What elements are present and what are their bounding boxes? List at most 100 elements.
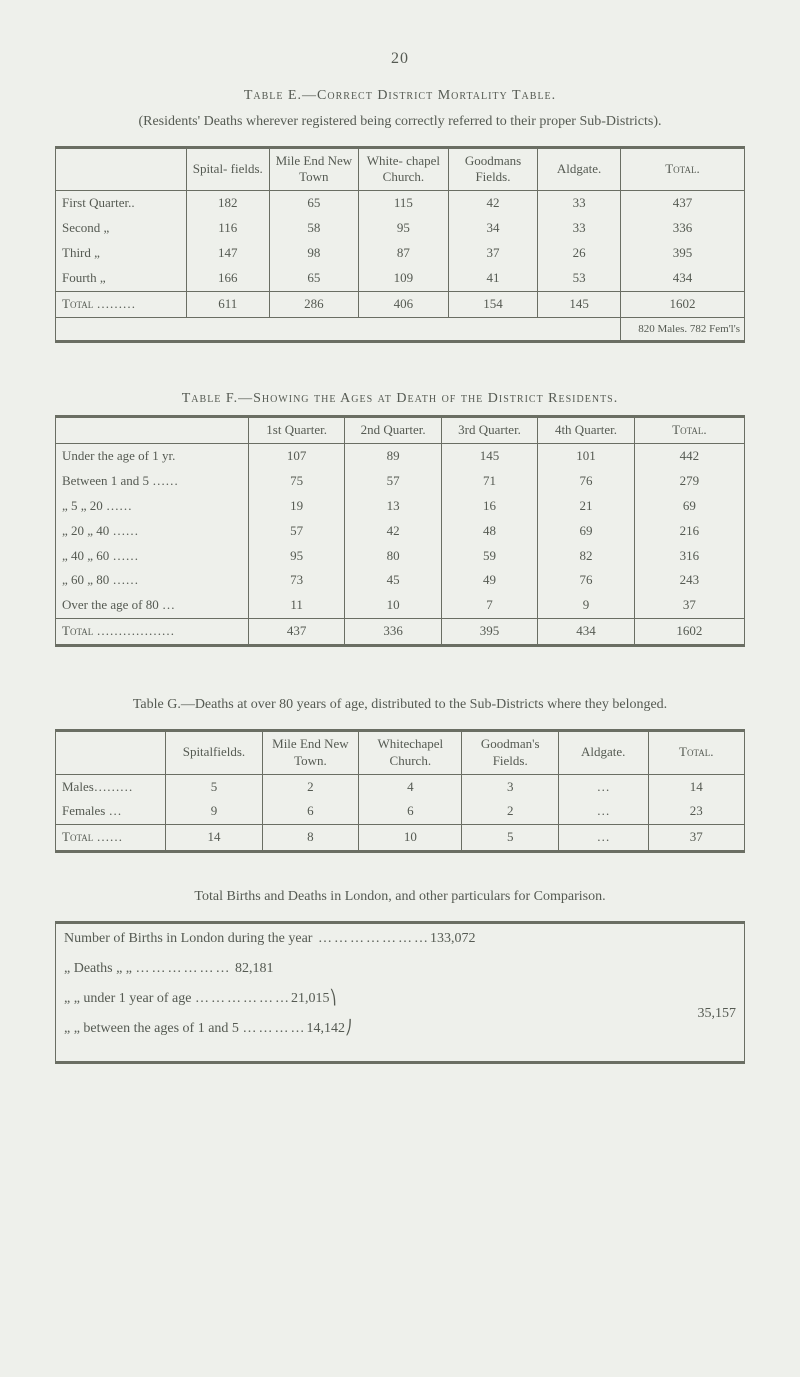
- cell: …: [558, 774, 648, 799]
- cell: 69: [634, 494, 744, 519]
- table-row: First Quarter.. 182 65 115 42 33 437: [56, 191, 745, 216]
- cell: 8: [262, 825, 358, 852]
- cell: 442: [634, 444, 744, 469]
- cell: 42: [448, 191, 538, 216]
- page: 20 Table E.—Correct District Mortality T…: [0, 0, 800, 1377]
- brace-icon: ⎠: [345, 1021, 352, 1036]
- table-row: 1st Quarter. 2nd Quarter. 3rd Quarter. 4…: [56, 417, 745, 444]
- col-header: 4th Quarter.: [538, 417, 634, 444]
- row-label: First Quarter..: [56, 191, 187, 216]
- table-f-title: Table F.—Showing the Ages at Death of th…: [55, 391, 745, 407]
- cell: 145: [441, 444, 537, 469]
- narrative-text: „ „ between the ages of 1 and 5: [64, 1021, 242, 1036]
- narrative-line: „ „ under 1 year of age ………………21,015⎞ 35…: [56, 984, 745, 1014]
- narrative-text: Number of Births in London during the ye…: [64, 931, 312, 946]
- cell: 34: [448, 216, 538, 241]
- row-label: Under the age of 1 yr.: [56, 444, 249, 469]
- cell: 395: [441, 619, 537, 646]
- cell: 53: [538, 266, 621, 291]
- cell: 1602: [620, 291, 744, 317]
- cell: 33: [538, 216, 621, 241]
- table-row: „ 60 „ 80 …… 73 45 49 76 243: [56, 568, 745, 593]
- narrative-value: 14,142: [306, 1021, 345, 1036]
- col-header: Total.: [620, 147, 744, 191]
- leader-dots: …………………: [312, 931, 430, 946]
- cell: 115: [359, 191, 449, 216]
- cell: 65: [269, 191, 359, 216]
- cell: 2: [462, 799, 558, 824]
- cell: …: [558, 825, 648, 852]
- cell: 3: [462, 774, 558, 799]
- leader-dots: …………: [242, 1021, 306, 1036]
- cell: 71: [441, 469, 537, 494]
- cell: 434: [538, 619, 634, 646]
- table-row: Over the age of 80 … 11 10 7 9 37: [56, 593, 745, 618]
- cell: 6: [262, 799, 358, 824]
- cell: 65: [269, 266, 359, 291]
- cell: 279: [634, 469, 744, 494]
- cell: 166: [186, 266, 269, 291]
- col-blank: [56, 730, 166, 774]
- narrative-line: „ Deaths „ „ ……………… 82,181: [56, 954, 745, 984]
- narrative-value: 133,072: [430, 931, 476, 946]
- cell: 57: [345, 469, 441, 494]
- cell: 23: [648, 799, 745, 824]
- total-label: Total ………: [56, 291, 187, 317]
- row-label: „ 60 „ 80 ……: [56, 568, 249, 593]
- table-row: „ 40 „ 60 …… 95 80 59 82 316: [56, 544, 745, 569]
- cell: 73: [248, 568, 344, 593]
- table-row: Spital- fields. Mile End New Town White-…: [56, 147, 745, 191]
- cell: 1602: [634, 619, 744, 646]
- cell: 611: [186, 291, 269, 317]
- brace-icon: ⎞: [329, 991, 336, 1006]
- cell: 145: [538, 291, 621, 317]
- page-number: 20: [55, 50, 745, 68]
- row-label: Between 1 and 5 ……: [56, 469, 249, 494]
- col-header: White- chapel Church.: [359, 147, 449, 191]
- col-blank: [56, 417, 249, 444]
- table-row-total: Total ……… 611 286 406 154 145 1602: [56, 291, 745, 317]
- narrative-text: „ Deaths „ „: [64, 961, 136, 976]
- table-row: Third „ 147 98 87 37 26 395: [56, 241, 745, 266]
- cell: 434: [620, 266, 744, 291]
- narrative-title: Total Births and Deaths in London, and o…: [55, 887, 745, 907]
- row-label: Fourth „: [56, 266, 187, 291]
- row-label: „ 20 „ 40 ……: [56, 519, 249, 544]
- cell: 82: [538, 544, 634, 569]
- cell: 7: [441, 593, 537, 618]
- cell: 437: [620, 191, 744, 216]
- cell: 48: [441, 519, 537, 544]
- table-row: Second „ 116 58 95 34 33 336: [56, 216, 745, 241]
- col-header: 3rd Quarter.: [441, 417, 537, 444]
- narrative-line: Number of Births in London during the ye…: [56, 922, 745, 954]
- table-row-footnote: 820 Males. 782 Fem'l's: [56, 317, 745, 341]
- col-header: Goodman's Fields.: [462, 730, 558, 774]
- cell: 10: [345, 593, 441, 618]
- table-e: Spital- fields. Mile End New Town White-…: [55, 146, 745, 344]
- cell: 101: [538, 444, 634, 469]
- cell: 26: [538, 241, 621, 266]
- cell: 109: [359, 266, 449, 291]
- narrative-text: „ „ under 1 year of age: [64, 991, 195, 1006]
- leader-dots: ………………: [136, 961, 232, 976]
- cell: 45: [345, 568, 441, 593]
- cell: 80: [345, 544, 441, 569]
- leader-dots: ………………: [195, 991, 291, 1006]
- cell: 2: [262, 774, 358, 799]
- table-row: Between 1 and 5 …… 75 57 71 76 279: [56, 469, 745, 494]
- cell: 19: [248, 494, 344, 519]
- cell: 286: [269, 291, 359, 317]
- cell: 33: [538, 191, 621, 216]
- cell: 406: [359, 291, 449, 317]
- cell: 10: [359, 825, 462, 852]
- col-header: Mile End New Town: [269, 147, 359, 191]
- brace-total: 35,157: [400, 984, 745, 1044]
- table-row: Under the age of 1 yr. 107 89 145 101 44…: [56, 444, 745, 469]
- cell: 4: [359, 774, 462, 799]
- row-label: Females …: [56, 799, 166, 824]
- col-blank: [56, 147, 187, 191]
- cell: 21: [538, 494, 634, 519]
- total-label: Total ………………: [56, 619, 249, 646]
- cell: 6: [359, 799, 462, 824]
- cell: 16: [441, 494, 537, 519]
